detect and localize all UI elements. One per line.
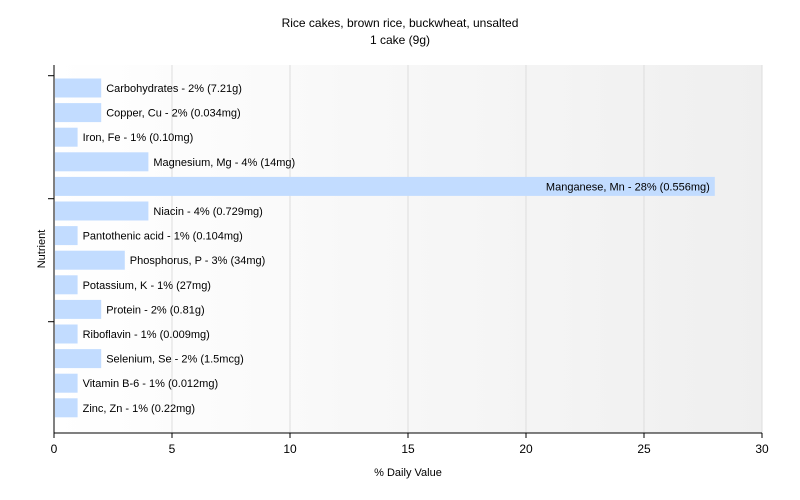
- bar-label: Vitamin B-6 - 1% (0.012mg): [83, 378, 219, 390]
- bar-label: Magnesium, Mg - 4% (14mg): [153, 157, 295, 169]
- bar: [55, 201, 149, 221]
- bar: [55, 127, 78, 147]
- grid: [171, 65, 763, 433]
- bar-label: Carbohydrates - 2% (7.21g): [106, 83, 242, 95]
- bar: [55, 250, 125, 270]
- bar: [55, 152, 149, 172]
- bar-label: Protein - 2% (0.81g): [106, 304, 204, 316]
- bar-label: Riboflavin - 1% (0.009mg): [83, 329, 210, 341]
- x-tick-label: 15: [401, 442, 415, 456]
- bar: [55, 349, 102, 369]
- chart-title: Rice cakes, brown rice, buckwheat, unsal…: [282, 16, 519, 30]
- axes: 0 5 10 15 20 25 30: [48, 65, 769, 456]
- bar-label: Manganese, Mn - 28% (0.556mg): [546, 181, 710, 193]
- bars: Carbohydrates - 2% (7.21g) Copper, Cu - 2…: [55, 78, 715, 418]
- bar: [55, 299, 102, 319]
- x-axis-label: % Daily Value: [374, 467, 442, 479]
- x-tick-label: 30: [755, 442, 769, 456]
- y-axis-label: Nutrient: [36, 230, 48, 269]
- bar: [55, 275, 78, 295]
- bar: [55, 373, 78, 393]
- bar-label: Iron, Fe - 1% (0.10mg): [83, 132, 194, 144]
- bar-label: Potassium, K - 1% (27mg): [83, 280, 211, 292]
- bar-label: Phosphorus, P - 3% (34mg): [130, 255, 266, 267]
- bar-label: Niacin - 4% (0.729mg): [153, 206, 262, 218]
- bar-label: Zinc, Zn - 1% (0.22mg): [83, 403, 195, 415]
- bar: [55, 398, 78, 418]
- bar: [55, 78, 102, 98]
- x-tick-label: 5: [169, 442, 176, 456]
- bar-label: Copper, Cu - 2% (0.034mg): [106, 108, 241, 120]
- bar: [55, 103, 102, 123]
- bar: [55, 324, 78, 344]
- x-tick-label: 10: [283, 442, 297, 456]
- bar-label: Pantothenic acid - 1% (0.104mg): [83, 231, 243, 243]
- bar: [55, 226, 78, 246]
- bar: [55, 176, 715, 196]
- chart-subtitle: 1 cake (9g): [370, 33, 430, 47]
- bar-label: Selenium, Se - 2% (1.5mcg): [106, 354, 244, 366]
- x-tick-label: 0: [51, 442, 58, 456]
- x-tick-label: 25: [637, 442, 651, 456]
- x-tick-label: 20: [519, 442, 533, 456]
